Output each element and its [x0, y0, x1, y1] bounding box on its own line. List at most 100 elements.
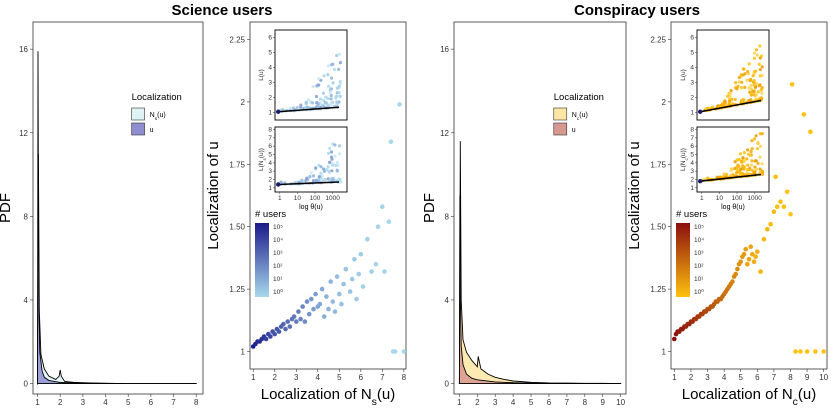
- data-point: [330, 299, 336, 304]
- y-tick-label: 2: [268, 95, 272, 102]
- x-tick-label: 8: [583, 398, 588, 407]
- y-axis-label: Localization of u: [626, 141, 643, 249]
- inset-point: [329, 76, 334, 80]
- legend-label: Nc(u): [572, 112, 588, 122]
- data-point: [768, 221, 773, 227]
- y-tick-label: 5: [690, 50, 694, 57]
- inset-point: [745, 167, 749, 172]
- inset-point: [737, 80, 741, 84]
- plot-frame: [32, 21, 204, 395]
- inset-point: [317, 175, 322, 179]
- x-tick-label: 7: [772, 373, 777, 382]
- inset-point: [314, 166, 318, 170]
- inset-frame: [696, 126, 770, 193]
- legend-label: 10¹: [273, 276, 283, 283]
- y-tick-label: 4: [24, 296, 29, 305]
- data-point: [365, 236, 370, 242]
- science-title: Science users: [172, 2, 273, 19]
- inset-point: [757, 62, 761, 66]
- inset-point: [312, 179, 316, 183]
- inset-point: [740, 160, 744, 164]
- x-tick-label: 7: [565, 398, 570, 407]
- inset-point: [329, 97, 333, 101]
- inset-point: [337, 52, 342, 56]
- data-point: [798, 349, 803, 354]
- density-area-1: [37, 51, 197, 386]
- inset-point: [335, 100, 339, 104]
- inset-point: [330, 157, 334, 161]
- data-point: [781, 204, 787, 209]
- inset-anchor-point: [276, 109, 281, 114]
- data-point: [304, 299, 310, 304]
- inset-point: [723, 172, 727, 176]
- con-scatter-panel: 1 2 3 4 5 6 7 8 9 1011.251.501.7522.25Localizatio…: [626, 21, 829, 408]
- inset-point: [742, 67, 746, 71]
- inset-point: [725, 94, 730, 98]
- inset-point: [322, 74, 326, 78]
- inset-point: [322, 98, 326, 102]
- y-tick-label: 0: [24, 380, 29, 389]
- legend-label: 10³: [273, 250, 283, 257]
- y-tick-label: 2: [690, 95, 694, 102]
- inset-point: [758, 44, 762, 48]
- x-tick-label: 1: [700, 195, 704, 202]
- conspiracy-title: Conspiracy users: [574, 2, 700, 19]
- inset-point: [326, 165, 330, 169]
- inset-point: [749, 83, 753, 87]
- legend-title: Localization: [554, 92, 604, 103]
- inset-point: [311, 85, 315, 89]
- x-tick-label: 4: [316, 373, 321, 382]
- x-tick-label: 8: [788, 373, 793, 382]
- x-tick-label: 1000: [325, 195, 340, 202]
- inset-point: [325, 101, 329, 105]
- inset-point: [309, 100, 313, 104]
- inset-point: [748, 79, 752, 83]
- sci-inset-top-panel: 1 2 3 4 5 6 L(u): [258, 29, 348, 121]
- inset-point: [752, 70, 757, 74]
- y-tick-label: 2: [690, 177, 694, 184]
- data-point: [328, 279, 334, 284]
- data-point: [276, 329, 282, 334]
- inset-point: [309, 171, 313, 175]
- data-point: [349, 276, 355, 282]
- y-tick-label: 1.50: [650, 223, 666, 232]
- x-tick-label: 3: [705, 373, 710, 382]
- inset-point: [720, 102, 725, 106]
- inset-point: [752, 90, 756, 94]
- inset-point: [749, 93, 753, 97]
- inset-y-label: L(u): [680, 69, 687, 81]
- x-axis-label: Localization of Ns(u): [261, 386, 396, 408]
- x-tick-label: 10: [819, 373, 828, 382]
- data-point: [296, 309, 301, 314]
- inset-point: [754, 167, 759, 171]
- inset-x-label: log θ(u): [299, 204, 323, 211]
- data-point: [738, 259, 743, 265]
- inset-point: [758, 155, 762, 159]
- inset-point: [327, 84, 331, 88]
- data-point: [748, 244, 753, 249]
- data-point: [745, 261, 750, 267]
- legend-label: u: [572, 127, 576, 134]
- data-point: [272, 331, 278, 337]
- data-point: [324, 294, 329, 299]
- y-tick-label: 1.75: [650, 160, 666, 169]
- inset-point: [741, 156, 745, 160]
- inset-point: [325, 168, 329, 172]
- y-tick-label: 0: [445, 380, 450, 389]
- inset-point: [752, 83, 756, 87]
- inset-point: [334, 96, 338, 100]
- data-point: [793, 349, 798, 354]
- data-point: [392, 349, 398, 354]
- inset-point: [745, 157, 749, 161]
- data-point: [751, 259, 757, 265]
- y-tick-label: 1: [268, 110, 272, 117]
- inset-point: [741, 164, 745, 168]
- inset-point: [746, 69, 750, 74]
- inset-point: [331, 81, 335, 85]
- density-area-1: [458, 195, 622, 385]
- inset-point: [742, 151, 746, 155]
- inset-point: [315, 101, 319, 105]
